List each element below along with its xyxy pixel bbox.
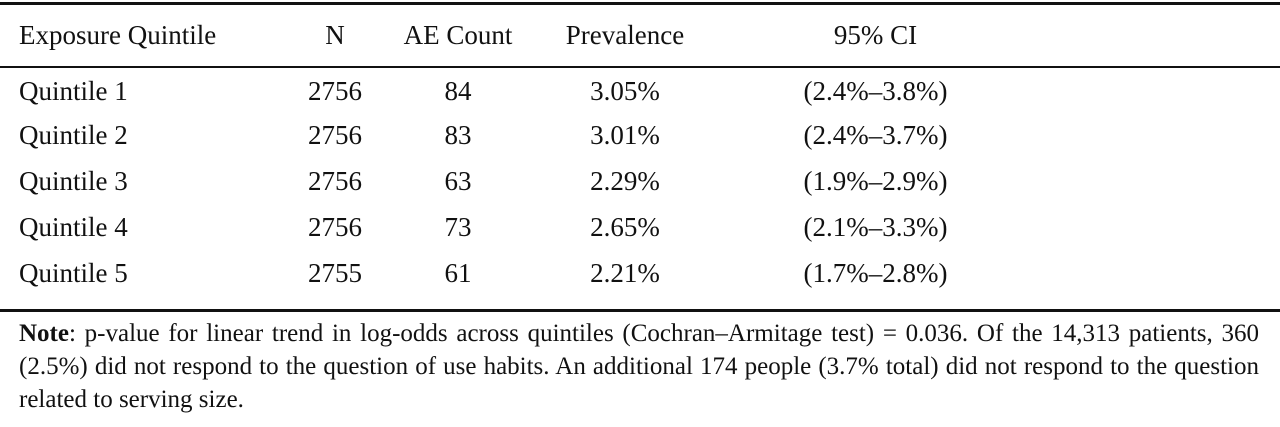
cell-prevalence: 3.05%	[590, 76, 660, 106]
table-row: Quintile 3 2756 63 2.29% (1.9%–2.9%)	[0, 158, 1280, 204]
cell-n: 2756	[308, 165, 362, 196]
column-header-95-ci: 95% CI	[833, 20, 918, 50]
table-footnote: Note: p-value for linear trend in log-od…	[19, 317, 1259, 416]
table-row: Quintile 5 2755 61 2.21% (1.7%–2.8%)	[0, 250, 1280, 296]
cell-prevalence: 3.01%	[590, 119, 660, 150]
cell-prevalence: 2.65%	[590, 211, 660, 242]
table-row: Quintile 1 2756 84 3.05% (2.4%–3.8%)	[0, 66, 1280, 112]
cell-quintile: Quintile 5	[19, 257, 128, 288]
cell-prevalence: 2.29%	[590, 165, 660, 196]
cell-ci: (1.9%–2.9%)	[803, 165, 948, 196]
cell-ae-count: 84	[444, 76, 472, 106]
column-header-prevalence: Prevalence	[565, 20, 685, 50]
top-rule	[0, 2, 1280, 5]
cell-ci: (2.1%–3.3%)	[803, 211, 948, 242]
table-row: Quintile 2 2756 83 3.01% (2.4%–3.7%)	[0, 112, 1280, 158]
cell-n: 2756	[308, 119, 362, 150]
cell-quintile: Quintile 2	[19, 119, 128, 150]
cell-ae-count: 83	[444, 119, 472, 150]
bottom-rule	[0, 309, 1280, 312]
column-header-exposure-quintile: Exposure Quintile	[19, 20, 217, 50]
header-rule	[0, 66, 1280, 68]
note-label: Note	[19, 320, 69, 347]
column-header-n: N	[325, 20, 345, 50]
column-header-ae-count: AE Count	[403, 20, 513, 50]
cell-ci: (1.7%–2.8%)	[803, 257, 948, 288]
cell-ci: (2.4%–3.7%)	[803, 119, 948, 150]
cell-ae-count: 61	[444, 257, 472, 288]
cell-quintile: Quintile 1	[19, 76, 128, 106]
table-row: Quintile 4 2756 73 2.65% (2.1%–3.3%)	[0, 204, 1280, 250]
cell-quintile: Quintile 3	[19, 165, 128, 196]
note-text: : p-value for linear trend in log-odds a…	[19, 320, 1259, 413]
cell-n: 2755	[308, 257, 362, 288]
cell-prevalence: 2.21%	[590, 257, 660, 288]
cell-quintile: Quintile 4	[19, 211, 128, 242]
header-row: Exposure Quintile N AE Count Prevalence …	[0, 5, 1280, 66]
cell-ae-count: 63	[444, 165, 472, 196]
cell-n: 2756	[308, 211, 362, 242]
cell-ci: (2.4%–3.8%)	[803, 76, 948, 106]
cell-n: 2756	[308, 76, 362, 106]
cell-ae-count: 73	[444, 211, 472, 242]
data-table: Exposure Quintile N AE Count Prevalence …	[0, 5, 1280, 296]
